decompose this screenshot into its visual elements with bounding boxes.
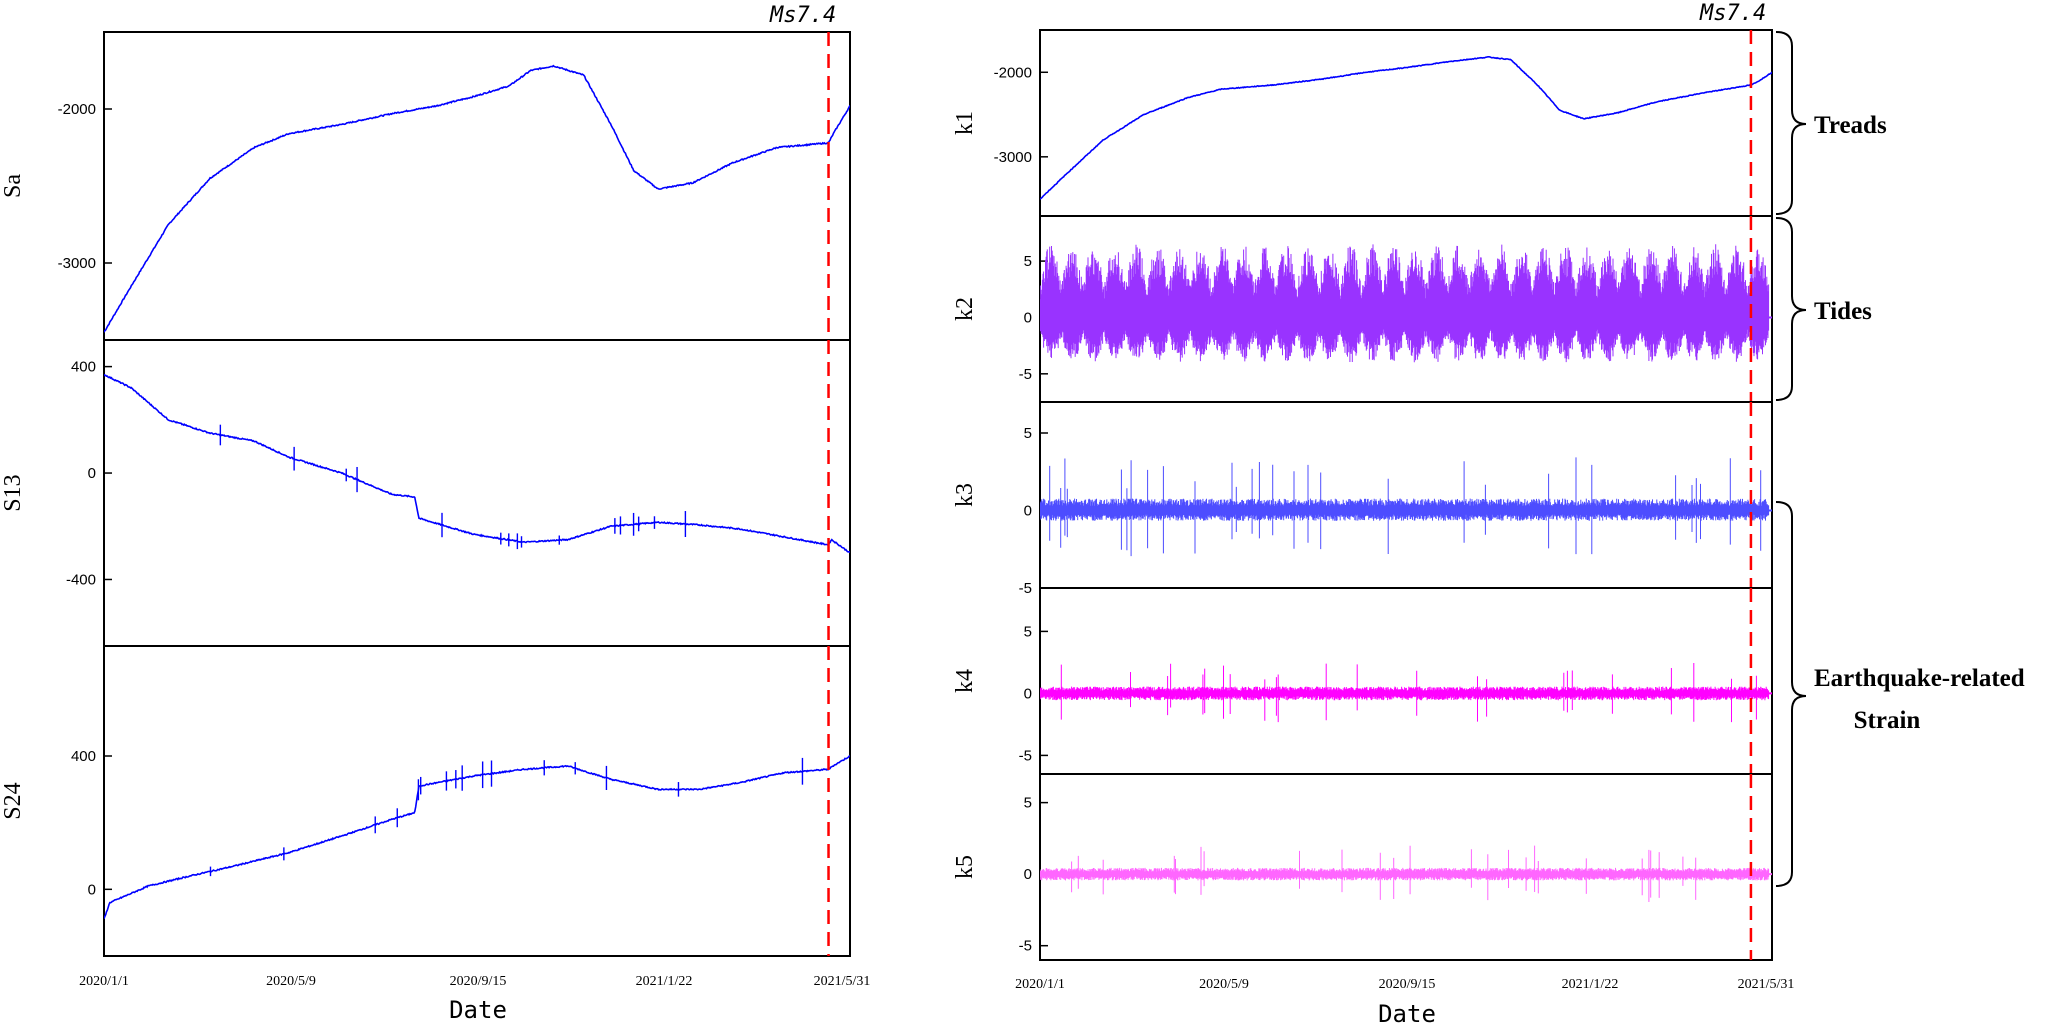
left-x-tick-0: 2020/1/1: [79, 974, 129, 989]
left-x-axis-title: Date: [449, 996, 507, 1024]
k1-ytick-label-0: -3000: [994, 149, 1032, 166]
s24-y-axis-label: S24: [0, 782, 26, 819]
brace-treads: [1775, 31, 1807, 215]
k2-y-axis-label: k2: [952, 297, 978, 321]
plot-k2: -5 0 5 k2: [952, 216, 1772, 402]
k3-y-axis-label: k3: [952, 483, 978, 507]
plot-k5: -5 0 5 k5: [952, 774, 1772, 960]
right-x-tick-3: 2021/1/22: [1562, 977, 1619, 992]
s24-ytick-label-0: 0: [88, 881, 96, 898]
left-x-tick-labels: 2020/1/1 2020/5/9 2020/9/15 2021/1/22 20…: [79, 974, 870, 989]
right-column: -3000 -2000 k1 -5 0 5 k2 -5 0 5 k3 -5 0 5 k4 -5 0 5 k5…: [952, 1, 2025, 1026]
s24-spikes: [209, 757, 804, 877]
left-x-tick-4: 2021/5/31: [814, 974, 871, 989]
right-x-tick-4: 2021/5/31: [1738, 977, 1795, 992]
k5-y-axis-label: k5: [952, 855, 978, 879]
brace-earthquake-strain: [1775, 501, 1807, 887]
right-x-tick-1: 2020/5/9: [1199, 977, 1249, 992]
group-label-treads: Treads: [1814, 112, 1887, 139]
plot-k1: -3000 -2000 k1: [952, 30, 1772, 216]
right-event-label: Ms7.4: [1699, 1, 1766, 26]
panel-s24-frame: [103, 645, 851, 957]
s13-series-line: [104, 373, 850, 554]
plot-s13: -400 0 400 S13: [0, 340, 850, 646]
s13-y-axis-label: S13: [0, 474, 26, 511]
left-x-tick-2: 2020/9/15: [450, 974, 507, 989]
s13-ytick-label-0: -400: [66, 571, 96, 588]
k1-series-line: [1040, 56, 1772, 200]
group-label-tides: Tides: [1814, 298, 1872, 325]
s13-ytick-label-2: 400: [71, 359, 96, 376]
panel-sa-frame: [103, 31, 851, 341]
plot-sa: -3000 -2000 Sa: [0, 32, 850, 340]
s13-spikes: [219, 424, 687, 550]
panel-s13-frame: [103, 339, 851, 647]
k1-y-axis-label: k1: [952, 111, 978, 135]
k3-series-band: [1040, 457, 1770, 557]
plot-k4: -5 0 5 k4: [952, 588, 1772, 774]
k2-ytick-label-1: 0: [1024, 309, 1032, 326]
s24-series-line: [104, 754, 850, 919]
k4-ytick-label-1: 0: [1024, 685, 1032, 702]
right-x-tick-2: 2020/9/15: [1379, 977, 1436, 992]
group-label-earthquake-line1: Earthquake-related: [1814, 665, 2025, 692]
k5-ytick-label-1: 0: [1024, 866, 1032, 883]
s13-ytick-label-1: 0: [88, 465, 96, 482]
k4-y-axis-label: k4: [952, 669, 978, 693]
k5-ytick-label-2: 5: [1024, 795, 1032, 812]
plot-k3: -5 0 5 k3: [952, 402, 1772, 597]
k4-ytick-label-2: 5: [1024, 623, 1032, 640]
right-x-axis-title: Date: [1378, 1000, 1436, 1026]
sa-series-line: [104, 64, 850, 333]
k2-ytick-label-2: 5: [1024, 253, 1032, 270]
right-x-tick-labels: 2020/1/1 2020/5/9 2020/9/15 2021/1/22 20…: [1015, 977, 1794, 992]
k3-ytick-label-0: -5: [1019, 580, 1032, 597]
plot-s24: 0 400 S24: [0, 646, 850, 956]
k4-ytick-label-0: -5: [1019, 747, 1032, 764]
k2-series-band: [1040, 244, 1770, 363]
brace-tides: [1775, 217, 1807, 401]
panel-k1-frame: [1039, 29, 1773, 217]
right-x-tick-0: 2020/1/1: [1015, 977, 1065, 992]
panel-k4-frame: [1039, 587, 1773, 775]
group-label-earthquake-line2: Strain: [1854, 707, 1921, 734]
left-x-tick-3: 2021/1/22: [636, 974, 693, 989]
panel-k3-frame: [1039, 401, 1773, 589]
left-x-tick-1: 2020/5/9: [266, 974, 316, 989]
k3-ytick-label-1: 0: [1024, 503, 1032, 520]
left-column: -3000 -2000 Sa -400 0 400 S13 0 400 S24 Ms7.4 2…: [0, 3, 870, 1024]
k2-ytick-label-0: -5: [1019, 366, 1032, 383]
s24-ytick-label-1: 400: [71, 748, 96, 765]
k5-ytick-label-0: -5: [1019, 938, 1032, 955]
sa-ytick-label-1: -2000: [58, 101, 96, 118]
k3-ytick-label-2: 5: [1024, 425, 1032, 442]
k1-ytick-label-1: -2000: [994, 64, 1032, 81]
panel-k5-frame: [1039, 773, 1773, 961]
sa-ytick-label-0: -3000: [58, 255, 96, 272]
left-event-label: Ms7.4: [769, 3, 836, 28]
sa-y-axis-label: Sa: [0, 174, 26, 198]
